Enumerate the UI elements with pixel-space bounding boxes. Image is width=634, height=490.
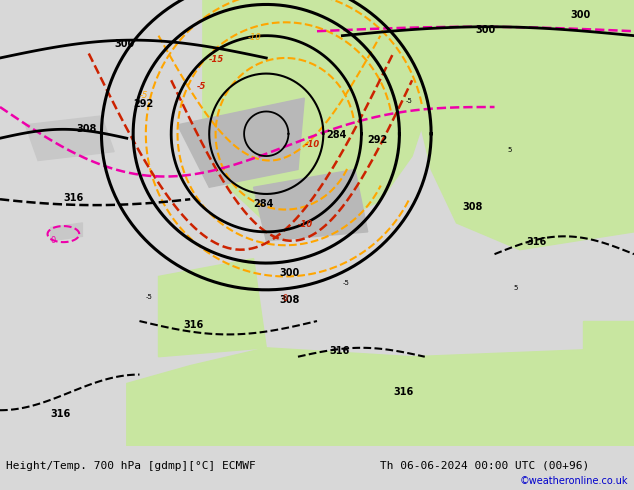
Text: -5: -5 xyxy=(146,294,153,300)
Text: -10: -10 xyxy=(304,140,320,149)
Text: 300: 300 xyxy=(571,10,591,20)
Polygon shape xyxy=(317,0,456,134)
Text: 316: 316 xyxy=(184,320,204,330)
Polygon shape xyxy=(158,259,266,357)
Text: -5: -5 xyxy=(139,91,148,100)
Text: -5: -5 xyxy=(197,82,206,91)
Polygon shape xyxy=(412,0,634,250)
Text: -5: -5 xyxy=(342,280,349,286)
Text: 5: 5 xyxy=(507,147,512,152)
Polygon shape xyxy=(51,223,82,241)
Text: -5: -5 xyxy=(406,98,413,103)
Text: 292: 292 xyxy=(133,99,153,109)
Text: 284: 284 xyxy=(327,130,347,140)
Text: -10: -10 xyxy=(298,220,313,229)
Text: 316: 316 xyxy=(63,193,84,203)
Text: 300: 300 xyxy=(476,25,496,35)
Text: 308: 308 xyxy=(76,123,96,134)
Text: 316: 316 xyxy=(393,387,413,396)
Text: 316: 316 xyxy=(51,409,71,419)
Text: 316: 316 xyxy=(330,346,350,357)
Text: 308: 308 xyxy=(463,201,483,212)
Text: 308: 308 xyxy=(279,295,299,305)
Polygon shape xyxy=(203,0,444,232)
Text: ©weatheronline.co.uk: ©weatheronline.co.uk xyxy=(519,476,628,487)
Text: 284: 284 xyxy=(254,199,274,209)
Text: 316: 316 xyxy=(526,237,547,247)
Text: Height/Temp. 700 hPa [gdmp][°C] ECMWF: Height/Temp. 700 hPa [gdmp][°C] ECMWF xyxy=(6,461,256,471)
Text: 292: 292 xyxy=(368,135,388,145)
Polygon shape xyxy=(254,170,368,241)
Text: -10: -10 xyxy=(247,33,261,42)
Polygon shape xyxy=(178,98,304,187)
Polygon shape xyxy=(127,348,634,446)
Text: 0: 0 xyxy=(51,236,56,245)
Text: 300: 300 xyxy=(114,39,134,49)
Text: Th 06-06-2024 00:00 UTC (00+96): Th 06-06-2024 00:00 UTC (00+96) xyxy=(380,461,590,471)
Text: 0: 0 xyxy=(282,294,287,303)
Text: 300: 300 xyxy=(279,269,299,278)
Polygon shape xyxy=(583,321,634,446)
Polygon shape xyxy=(25,116,114,161)
Text: 5: 5 xyxy=(514,285,518,291)
Text: -15: -15 xyxy=(209,55,224,64)
